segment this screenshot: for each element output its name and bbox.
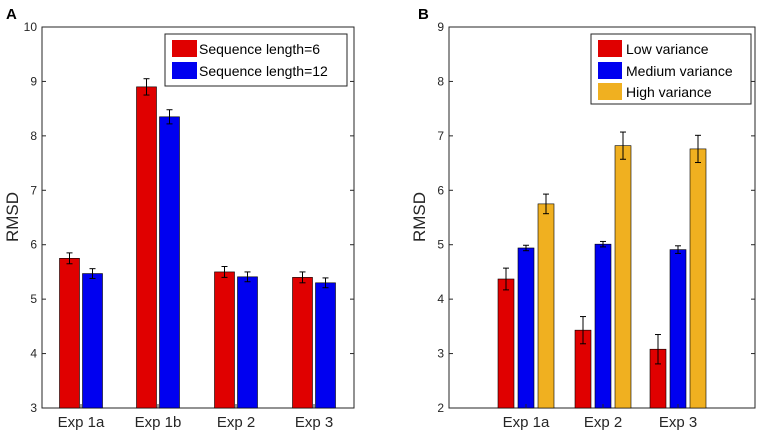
b-bar-2-2: [689, 148, 707, 409]
panel-b-categories: Exp 1a Exp 2 Exp 3: [503, 404, 697, 431]
b-ytick-label-7: 9: [437, 20, 444, 34]
legend-label-seq12: Sequence length=12: [199, 63, 328, 79]
b-ytick-label-0: 2: [437, 401, 444, 415]
a-ytick-label-2: 5: [30, 292, 37, 306]
b-category-label-1: Exp 2: [584, 414, 622, 431]
a-ytick-label-3: 6: [30, 238, 37, 252]
a-ytick-label-7: 10: [24, 20, 38, 34]
b-ytick-label-1: 3: [437, 347, 444, 361]
b-bar-2-1: [669, 249, 687, 409]
a-bar-3-1: [315, 282, 336, 409]
legend-label-seq6: Sequence length=6: [199, 41, 320, 57]
a-ytick-label-5: 8: [30, 129, 37, 143]
panel-b-y-ticks: 2 3 4 5 6 7 8 9: [437, 20, 755, 415]
legend-swatch-medium: [598, 62, 622, 79]
a-ytick-label-4: 7: [30, 183, 37, 197]
panel-a-y-ticks: 3 4 5 6 7 8 9 10: [24, 20, 354, 415]
panel-b: B 2 3 4 5 6 7 8 9 Exp 1a Exp 2 Exp 3 RMSD Low var…: [410, 6, 756, 431]
panel-a-categories: Exp 1a Exp 1b Exp 2 Exp 3: [58, 404, 333, 431]
legend-label-medium: Medium variance: [626, 63, 733, 79]
panel-b-legend: Low variance Medium variance High varian…: [590, 33, 752, 105]
a-bar-1-0: [136, 86, 157, 409]
a-bar-0-0: [59, 258, 80, 409]
b-bar-1-1: [594, 243, 612, 409]
a-ytick-label-6: 9: [30, 74, 37, 88]
a-ytick-label-0: 3: [30, 401, 37, 415]
a-bar-2-1: [237, 276, 258, 409]
a-category-label-0: Exp 1a: [58, 414, 105, 431]
b-ytick-label-4: 6: [437, 183, 444, 197]
b-ytick-label-2: 4: [437, 292, 444, 306]
panel-a-y-axis-title: RMSD: [3, 192, 22, 242]
b-ytick-label-3: 5: [437, 238, 444, 252]
b-category-label-2: Exp 3: [659, 414, 697, 431]
a-bar-0-1: [82, 273, 103, 409]
legend-swatch-seq12: [172, 62, 197, 79]
legend-swatch-low: [598, 40, 622, 57]
a-bar-1-1: [159, 116, 180, 409]
b-bar-0-1: [517, 247, 535, 409]
a-ytick-label-1: 4: [30, 347, 37, 361]
a-bar-3-0: [292, 277, 313, 409]
b-bar-1-2: [614, 145, 632, 409]
panel-b-y-axis-title: RMSD: [410, 192, 429, 242]
legend-swatch-high: [598, 83, 622, 100]
legend-label-low: Low variance: [626, 41, 709, 57]
panel-b-label: B: [418, 6, 429, 23]
panel-a-bars: [59, 78, 336, 409]
b-ytick-label-6: 8: [437, 74, 444, 88]
a-category-label-1: Exp 1b: [135, 414, 182, 431]
a-bar-2-0: [214, 271, 235, 409]
b-bar-0-2: [537, 203, 555, 409]
panel-a-label: A: [6, 6, 17, 23]
legend-label-high: High variance: [626, 84, 712, 100]
legend-swatch-seq6: [172, 40, 197, 57]
a-category-label-2: Exp 2: [217, 414, 255, 431]
panel-a-legend: Sequence length=6 Sequence length=12: [164, 33, 348, 87]
b-bar-0-0: [497, 278, 515, 409]
a-category-label-3: Exp 3: [295, 414, 333, 431]
b-ytick-label-5: 7: [437, 129, 444, 143]
b-category-label-0: Exp 1a: [503, 414, 550, 431]
